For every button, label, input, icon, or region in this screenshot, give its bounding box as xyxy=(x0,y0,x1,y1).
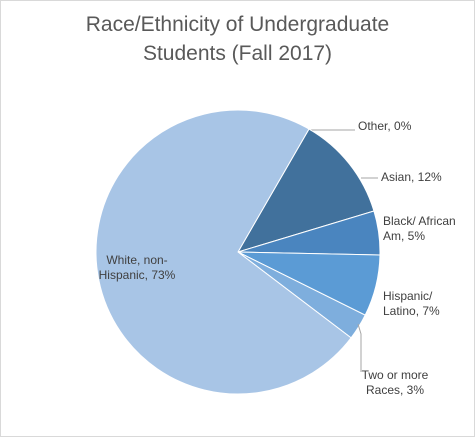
slice-label-line: White, non- xyxy=(106,253,167,267)
slice-label-two-or-more-races: Two or more Races, 3% xyxy=(362,368,429,397)
pie-slice-white-non-hispanic xyxy=(95,109,352,395)
chart-title-line-2: Students (Fall 2017) xyxy=(142,42,333,65)
slice-label-line: Hispanic/ xyxy=(383,289,433,303)
slice-label-asian: Asian, 12% xyxy=(381,170,442,184)
slice-label-line: Am, 5% xyxy=(383,229,425,243)
slice-label-line: Two or more xyxy=(362,368,429,382)
slice-label-line: Black/ African xyxy=(383,214,456,228)
leader-line-two-or-more-races xyxy=(357,323,362,372)
chart-title-line-1: Race/Ethnicity of Undergraduate xyxy=(85,13,390,36)
chart-title: Race/Ethnicity of Undergraduate Students… xyxy=(0,10,475,68)
slice-label-line: Latino, 7% xyxy=(383,304,440,318)
slice-label-line: Races, 3% xyxy=(366,383,424,397)
slice-label-hispanic-latino: Hispanic/Latino, 7% xyxy=(383,289,440,318)
slice-label-line: Asian, 12% xyxy=(381,170,442,184)
slice-label-line: Hispanic, 73% xyxy=(99,268,176,282)
slice-label-white-non-hispanic: White, non-Hispanic, 73% xyxy=(99,253,176,282)
slice-label-line: Other, 0% xyxy=(358,119,412,133)
pie-slice-asian xyxy=(236,128,375,253)
slice-label-other: Other, 0% xyxy=(358,119,412,133)
slice-label-black-african-am: Black/ African Am, 5% xyxy=(383,214,456,243)
